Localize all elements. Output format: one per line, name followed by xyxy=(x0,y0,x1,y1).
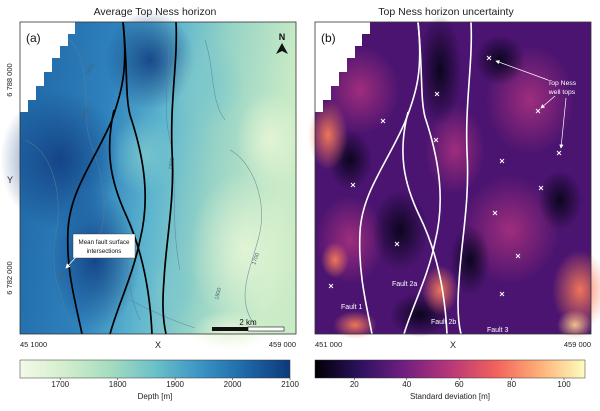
scale-bar-black xyxy=(212,327,248,331)
well-marker xyxy=(328,283,334,289)
well-marker xyxy=(492,210,498,216)
well-marker xyxy=(538,185,544,191)
fault-intersections xyxy=(66,21,178,335)
colorbar-tick-label: 1800 xyxy=(109,380,127,389)
fault-2a xyxy=(403,21,441,335)
well-marker xyxy=(433,137,439,143)
panel-b-axes: 451 000 459 000 X xyxy=(315,340,591,350)
contour-label: 1800 xyxy=(80,107,90,121)
contour-label: 1700 xyxy=(251,252,261,266)
panel-b-frame xyxy=(314,21,592,335)
annotation-box xyxy=(72,233,136,259)
well-annotation: Top Ness well tops xyxy=(495,60,577,149)
colorbar-tick-label: 20 xyxy=(350,380,359,389)
colorbar-depth: 1700 1800 1900 2000 2100 Depth [m] xyxy=(19,359,299,401)
annotation-arrow xyxy=(65,256,77,269)
fault-3 xyxy=(457,21,473,335)
well-marker xyxy=(515,253,521,259)
x-axis-label: X xyxy=(155,340,161,350)
annotation-line-1: Mean fault surface xyxy=(79,239,130,246)
well-marker xyxy=(486,55,492,61)
fault-lines xyxy=(358,21,473,335)
fault-label: Fault 3 xyxy=(487,327,509,334)
fault-annotation: Mean fault surface intersections xyxy=(65,233,136,269)
panel-b-title: Top Ness horizon uncertainty xyxy=(378,6,514,18)
well-arrow xyxy=(540,95,556,109)
colorbar-tick-label: 60 xyxy=(455,380,464,389)
annotation-line-2: intersections xyxy=(87,248,122,255)
panel-a-axes: 6 788 000 6 782 000 Y 45 1000 459 000 X xyxy=(5,63,296,350)
y-axis-label: Y xyxy=(7,175,13,185)
well-tops xyxy=(328,55,562,297)
contour-label: 1800 xyxy=(214,287,223,300)
y-tick-label: 6 788 000 xyxy=(5,63,14,96)
fault-label: Fault 1 xyxy=(341,304,363,311)
north-arrow: N xyxy=(276,32,288,54)
scale-bar-label: 2 km xyxy=(239,318,257,327)
well-annotation-line-2: well tops xyxy=(548,89,576,96)
fault-label: Fault 2b xyxy=(431,319,456,326)
well-marker xyxy=(434,91,440,97)
colorbar-tick-label: 2000 xyxy=(224,380,242,389)
x-tick-label: 459 000 xyxy=(564,340,591,349)
fault-labels: Fault 1 Fault 2a Fault 2b Fault 3 xyxy=(341,281,509,334)
fault-label: Fault 2a xyxy=(392,281,417,288)
panel-a: Average Top Ness horizon 1800 xyxy=(0,6,305,350)
colorbar-tick-label: 1900 xyxy=(166,380,184,389)
panel-b: Top Ness horizon uncertainty xyxy=(308,6,600,350)
colorbar-tick-label: 100 xyxy=(557,380,571,389)
well-marker xyxy=(556,150,562,156)
north-arrow-icon xyxy=(276,43,288,54)
colorbar-tick-label: 1700 xyxy=(51,380,69,389)
colorbar-std-ticks: 20 40 60 80 100 xyxy=(350,378,571,389)
x-tick-label: 451 000 xyxy=(315,340,342,349)
well-marker xyxy=(380,118,386,124)
scale-bar: 2 km xyxy=(212,318,285,332)
x-axis-label: X xyxy=(450,340,456,350)
contour-label: 1800 xyxy=(58,269,66,282)
colorbar-depth-gradient xyxy=(19,359,291,379)
x-tick-label: 45 1000 xyxy=(20,340,47,349)
well-marker xyxy=(499,291,505,297)
well-marker xyxy=(499,158,505,164)
well-marker xyxy=(535,108,541,114)
well-arrow xyxy=(559,97,567,149)
well-annotation-line-1: Top Ness xyxy=(548,80,577,87)
colorbar-tick-label: 40 xyxy=(402,380,411,389)
x-tick-label: 459 000 xyxy=(269,340,296,349)
colorbar-tick-label: 2100 xyxy=(281,380,299,389)
well-arrow xyxy=(495,60,549,81)
scale-bar-white xyxy=(247,326,285,332)
fault-1 xyxy=(358,21,421,335)
panel-b-label: (b) xyxy=(321,31,336,45)
panel-a-label: (a) xyxy=(26,31,41,45)
well-marker xyxy=(350,182,356,188)
well-marker xyxy=(394,241,400,247)
no-data-area xyxy=(20,22,75,112)
colorbar-depth-label: Depth [m] xyxy=(138,392,173,401)
colorbar-depth-ticks: 1700 1800 1900 2000 2100 xyxy=(51,378,299,389)
contour-label: 1800 xyxy=(85,63,97,76)
no-data-area xyxy=(315,22,370,112)
fault-2b xyxy=(402,111,448,335)
y-tick-label: 6 782 000 xyxy=(5,261,14,294)
colorbar-std: 20 40 60 80 100 Standard deviation [m] xyxy=(314,359,586,401)
depth-map-texture xyxy=(0,10,305,350)
colorbar-std-label: Standard deviation [m] xyxy=(410,392,490,401)
north-label: N xyxy=(279,32,286,42)
colorbar-std-gradient xyxy=(314,359,586,379)
colorbar-tick-label: 80 xyxy=(507,380,516,389)
panel-a-frame xyxy=(19,21,297,335)
